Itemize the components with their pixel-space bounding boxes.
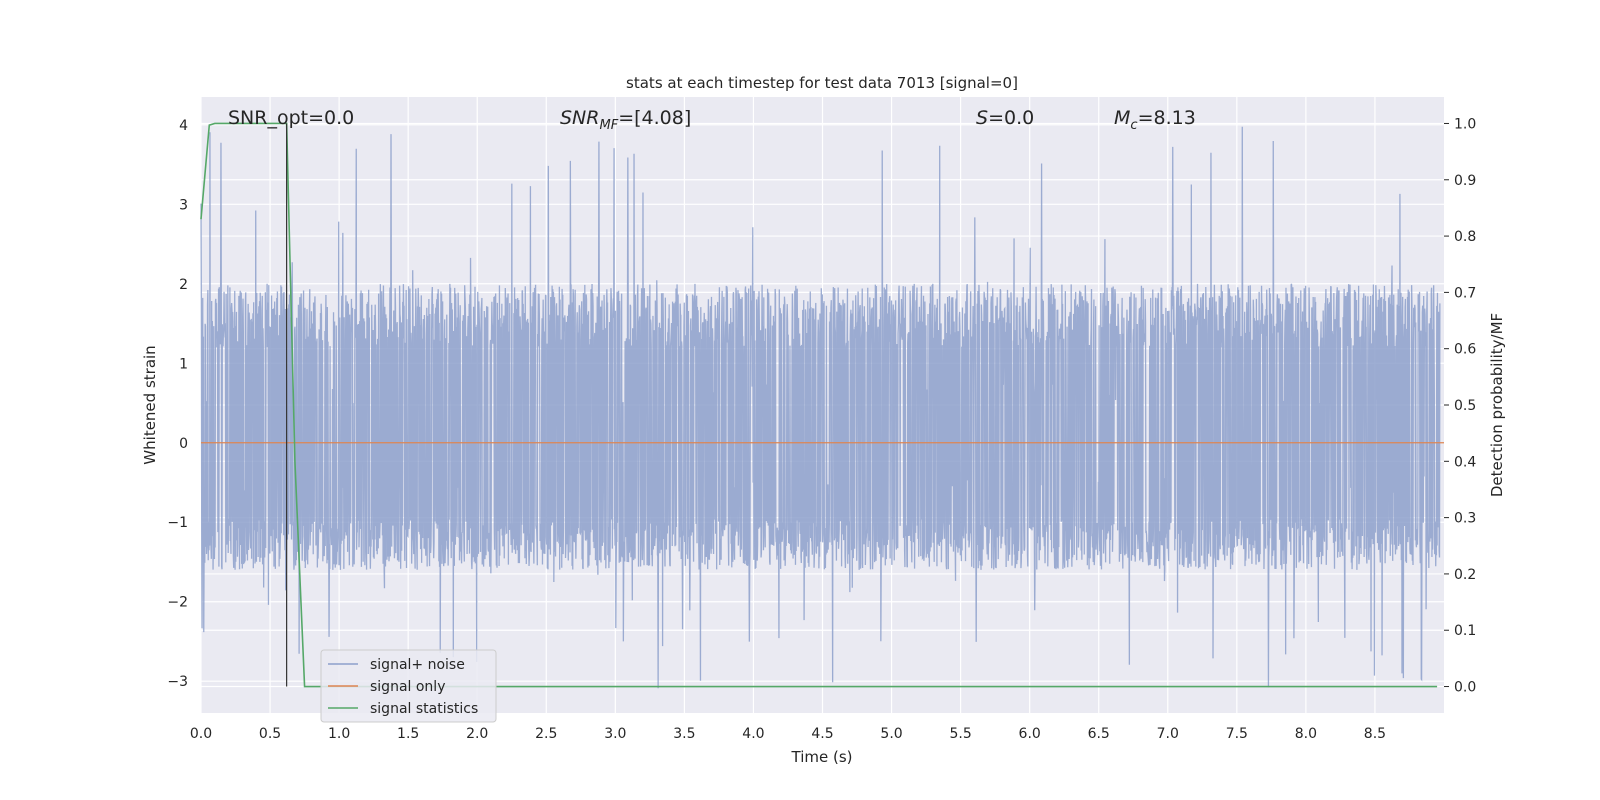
y-tick-label-left: −2: [167, 595, 188, 611]
legend: signal+ noise signal only signal statist…: [320, 649, 497, 723]
s-value: =0.0: [988, 107, 1034, 129]
x-tick-label: 2.5: [535, 726, 557, 742]
mc-value: =8.13: [1138, 107, 1196, 129]
y-tick-label-right: 0.4: [1454, 454, 1476, 470]
y-tick-label-right: 0.7: [1454, 285, 1476, 301]
y-tick-label-left: 4: [179, 118, 188, 134]
x-tick-label: 5.0: [880, 726, 902, 742]
x-tick-label: 8.0: [1295, 726, 1317, 742]
annotation-mc: Mc=8.13: [1114, 107, 1196, 133]
mc-main: M: [1114, 107, 1130, 129]
y-tick-label-right: 1.0: [1454, 116, 1476, 132]
x-tick-label: 6.5: [1088, 726, 1110, 742]
s-main: S: [976, 107, 988, 129]
y-tick-label-right: 0.1: [1454, 623, 1476, 639]
y-tick-label-left: 2: [179, 277, 188, 293]
annotation-snr-opt: SNR_opt=0.0: [228, 107, 354, 129]
x-tick-label: 3.5: [673, 726, 695, 742]
legend-label-signal-noise: signal+ noise: [370, 657, 465, 673]
y-tick-label-left: 0: [179, 436, 188, 452]
y-tick-labels-right: 1.0 0.9 0.8 0.7 0.6 0.5 0.4 0.3 0.2 0.1 0.0: [1444, 116, 1476, 696]
y-tick-label-right: 0.9: [1454, 173, 1476, 189]
y-tick-label-right: 0.2: [1454, 567, 1476, 583]
snr-mf-sub: MF: [599, 118, 618, 133]
x-tick-label: 7.0: [1157, 726, 1179, 742]
series-signal-statistics: [200, 122, 1438, 688]
legend-box: [320, 649, 497, 723]
snr-mf-value: =[4.08]: [618, 107, 691, 129]
chart-title: stats at each timestep for test data 701…: [626, 74, 1018, 92]
y-tick-label-right: 0.6: [1454, 342, 1476, 358]
series-signal-noise: [200, 126, 1441, 689]
snr-mf-main: SNR: [560, 107, 599, 129]
x-tick-label: 6.0: [1019, 726, 1041, 742]
y-tick-label-left: −3: [167, 674, 188, 690]
signal-statistics-line: [200, 122, 1438, 688]
x-tick-label: 5.5: [949, 726, 971, 742]
x-tick-label: 1.0: [328, 726, 350, 742]
mc-sub: c: [1130, 118, 1137, 133]
x-tick-label: 8.5: [1364, 726, 1386, 742]
y-tick-label-left: 1: [179, 356, 188, 372]
x-tick-label: 4.5: [811, 726, 833, 742]
y-tick-labels-left: 4 3 2 1 0 −1 −2 −3: [167, 118, 188, 690]
x-tick-label: 4.0: [742, 726, 764, 742]
x-tick-label: 0.5: [259, 726, 281, 742]
x-tick-label: 3.0: [604, 726, 626, 742]
x-tick-label: 2.0: [466, 726, 488, 742]
x-tick-label: 7.5: [1226, 726, 1248, 742]
y-tick-label-right: 0.3: [1454, 511, 1476, 527]
annotation-snr-mf: SNRMF=[4.08]: [560, 107, 691, 133]
x-axis-label: Time (s): [791, 748, 853, 766]
legend-label-signal-only: signal only: [370, 679, 445, 695]
y-tick-label-right: 0.8: [1454, 229, 1476, 245]
y-tick-label-left: 3: [179, 197, 188, 213]
y-axis-label-right: Detection probability/MF: [1488, 313, 1506, 497]
y-tick-label-left: −1: [167, 515, 188, 531]
x-tick-labels: 0.0 0.5 1.0 1.5 2.0 2.5 3.0 3.5 4.0 4.5 5.0 5.5 6.0 6…: [190, 726, 1386, 742]
y-axis-label-left: Whitened strain: [141, 345, 159, 464]
y-tick-label-right: 0.0: [1454, 680, 1476, 696]
legend-label-signal-statistics: signal statistics: [370, 701, 478, 717]
y-tick-label-right: 0.5: [1454, 398, 1476, 414]
x-tick-label: 1.5: [397, 726, 419, 742]
annotation-s: S=0.0: [976, 107, 1034, 129]
noise-trace: [200, 126, 1441, 689]
x-tick-label: 0.0: [190, 726, 212, 742]
